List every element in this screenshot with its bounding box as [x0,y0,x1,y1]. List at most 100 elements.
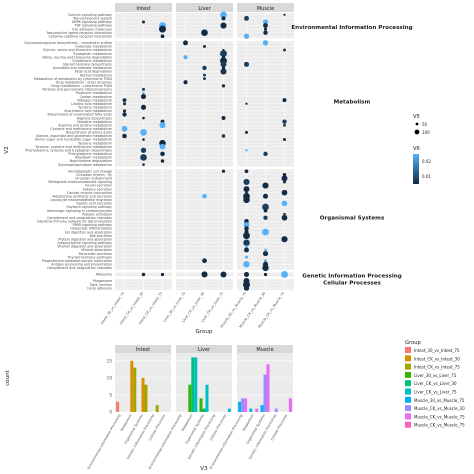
y-tick-label: Metabolism of xenobiotics by cytochrome … [34,77,112,81]
chart-dot [159,25,166,33]
panel-background [176,353,232,412]
chart-dot [283,212,286,216]
bar-mark [238,401,242,412]
y-tick-label: Circadian rhythm - fly [76,173,112,177]
chart-dot [263,183,268,188]
chart-dot [202,258,207,264]
size-legend-title: V5 [413,114,420,120]
color-legend-title: V6 [413,146,420,152]
y-tick-label: Tyrosine metabolism [77,141,112,145]
chart-dot [264,248,267,252]
y-tick-label: Tight junction [88,283,112,287]
chart-dot [282,98,287,103]
chart-dot [160,272,165,277]
y-tick-label: Phenylalanine, tyrosine and tryptophan b… [25,148,112,152]
chart-dot [183,40,188,46]
strip-label: Organismal Systems [320,216,385,222]
bar-legend-key [405,347,411,353]
chart-dot [263,23,268,28]
facet-strip [115,345,171,353]
bar-mark [116,401,120,412]
y-tick-label: Glycine, serine and threonine metabolism [43,48,112,52]
y-axis-title: V2 [4,146,10,153]
x-axis-title: Group [195,329,212,335]
y-tick-label: Amino sugar and nucleotide sugar metabol… [35,138,112,142]
y-tick-label: Porphyrin metabolism [76,91,112,95]
chart-dot [140,154,147,161]
chart-dot [201,29,208,37]
chart-dot [243,33,250,39]
size-legend-label: 100 [422,130,430,135]
facet-label: Intest [136,6,150,12]
chart-dot [141,87,146,91]
strip-label: Environmental Information Processing [291,25,412,31]
chart-dot [244,226,249,231]
y-tick-label: Glycerophospholipid metabolism [58,163,112,167]
y-tick-label: Neuroactive ligand-receptor interaction [47,31,112,35]
x-tick-label: Liver_CK_vs_Liver_75 [200,291,224,323]
chart-dot [263,30,268,35]
bar-legend-label: Liver_CK_vs_Liver_30 [414,381,457,386]
y-tick-label: Riboflavin metabolism [75,156,112,160]
chart-dot [283,138,286,142]
x-tick-label: Environmental Information Processing [209,414,244,470]
y-tick-label: Drug metabolism - cytochrome P450 [51,84,112,88]
y-tick-label: Osteoclast differentiation [70,227,112,231]
y-tick-label: Vitamin digestion and absorption [57,245,112,249]
y-tick-label: Pancreatic secretion [79,252,112,256]
y-tick-label: Hematopoietic cell lineage [68,169,112,173]
chart-dot [263,151,268,157]
chart-dot [263,259,268,263]
chart-dot [201,271,208,278]
chart-dot [140,94,147,100]
chart-dot [203,77,206,81]
facet-strip [237,3,294,12]
facet-label: Intest [136,347,150,353]
y-tick-label: Tryptophan metabolism [72,52,112,56]
y-tick-label: Insulin secretion [85,184,112,188]
x-tick-label: Environmental Information Processing [87,414,122,470]
bar-mark [199,398,203,412]
chart-dot [262,264,269,272]
bar-legend-key [405,421,411,428]
chart-dot [243,232,250,240]
strip-label: Metabolism [334,100,371,106]
chart-dot [160,159,165,163]
y-tick-label: Glycosaminoglycan biosynthesis - chondro… [24,41,112,45]
chart-dot [281,175,288,182]
bar-legend-label: Muscle_30_vs_Muscle_75 [414,398,465,403]
chart-dot [122,109,127,113]
bar-legend-label: Intest_CK_vs_Intest_30 [414,356,460,361]
y-tick-label: Histidine metabolism [77,120,112,124]
chart-dot [262,203,269,211]
bar-legend-label: Intest_CK_vs_Intest_75 [414,365,460,370]
chart-dot [142,20,145,24]
chart-dot [220,50,227,58]
bar-mark [130,360,134,412]
y-tick-label: Bile secretion [90,234,112,238]
bar-legend-label: Muscle_CK_vs_Muscle_75 [414,414,465,419]
bar-mark [255,408,259,412]
y-tick-label: Calcium signaling pathway [68,13,112,17]
bar-legend-label: Muscle_CK_vs_Muscle_30 [414,406,465,411]
bar-legend-key [405,388,411,395]
y-tick-label: Progesterone-mediated oocyte maturation [42,259,112,263]
chart-dot [203,73,206,77]
y-tick-label: Complement and coagulation cascades [47,266,112,270]
chart-dot [244,15,249,21]
y-tick-label: 5 [109,392,112,397]
chart-dot [262,40,269,46]
y-tick-label: Glutathione metabolism [72,59,112,63]
chart-dot [245,244,248,248]
chart-dot [243,196,250,204]
chart-dot [243,222,250,228]
chart-dot [220,11,227,19]
y-tick-label: Ribosome [96,273,112,277]
chart-dot [283,13,286,16]
chart-dot [263,272,268,277]
chart-dot [263,208,268,213]
y-tick-label: Drug metabolism - other enzymes [56,80,113,84]
bar-mark [144,384,148,412]
y-tick-label: Linoleic acid metabolism [71,102,112,106]
